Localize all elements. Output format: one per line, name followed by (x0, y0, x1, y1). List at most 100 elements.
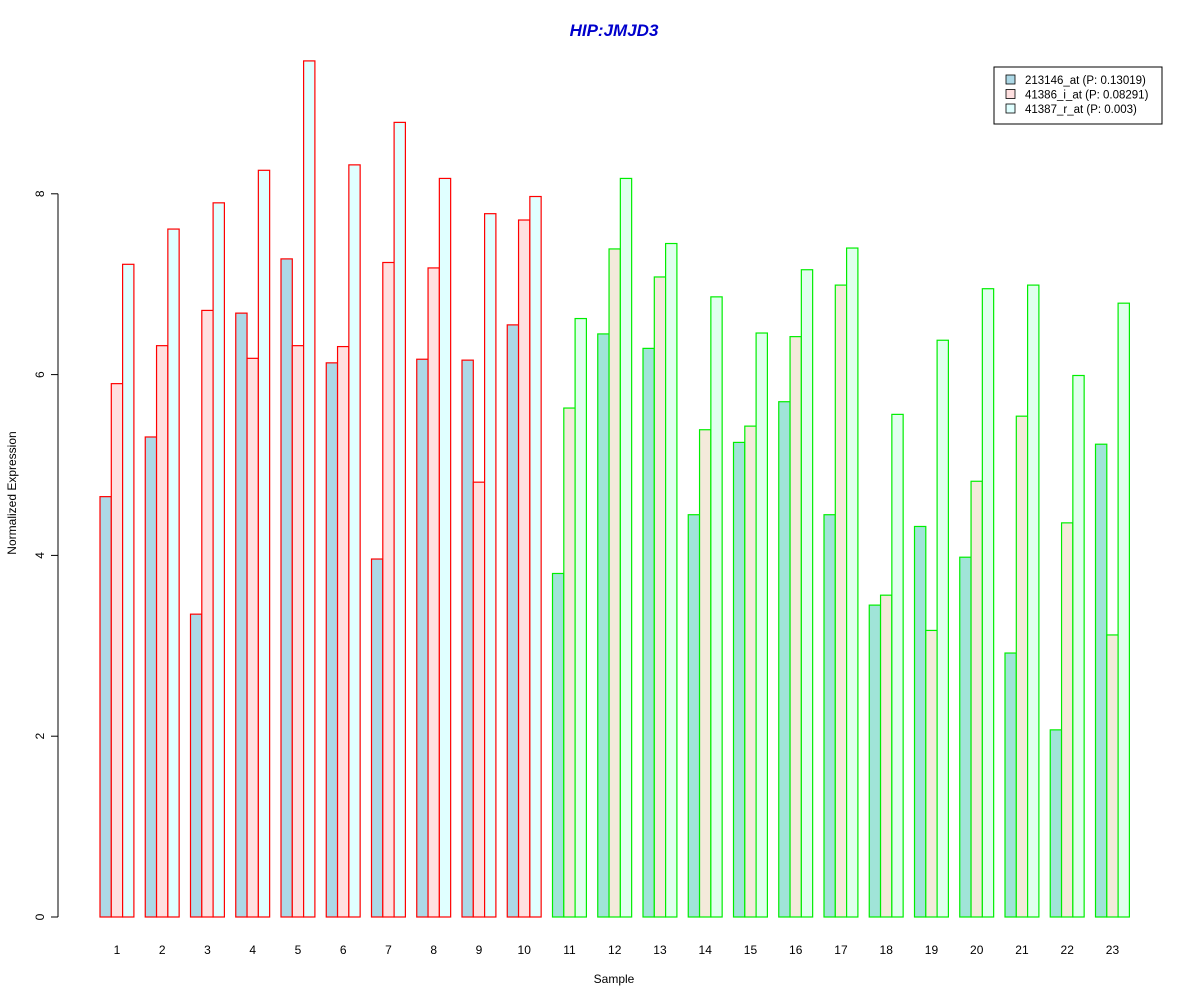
x-tick-label: 19 (925, 943, 939, 957)
x-tick-label: 5 (295, 943, 302, 957)
bar-s2-sample-10 (517, 219, 531, 918)
y-tick-label: 2 (33, 733, 47, 740)
bar-s2-sample-18 (879, 594, 893, 918)
bar-s2-sample-8 (427, 267, 440, 918)
x-tick-label: 18 (880, 943, 894, 957)
legend: 213146_at (P: 0.13019) 41386_i_at (P: 0.0… (993, 66, 1163, 125)
bar-s1-sample-2 (144, 436, 158, 918)
x-tick-label: 8 (430, 943, 437, 957)
bar-s3-sample-23 (1117, 302, 1130, 918)
bar-s2-sample-6 (336, 345, 350, 918)
x-tick-label: 23 (1106, 943, 1120, 957)
bar-s2-sample-23 (1106, 634, 1119, 918)
bar-s1-sample-9 (461, 359, 474, 918)
x-axis: 1 2 3 4 5 6 7 8 9 10 11 12 13 14 15 16 17 18 19 20 21 22 23 (114, 943, 1120, 957)
bar-s2-sample-21 (1015, 415, 1029, 918)
x-axis-title: Sample (594, 972, 635, 986)
bar-s3-sample-14 (710, 296, 723, 918)
bar-s2-sample-1 (110, 383, 124, 918)
bar-s3-sample-19 (936, 339, 949, 918)
bar-s3-sample-3 (212, 202, 226, 918)
legend-swatch (1005, 103, 1016, 114)
bar-s1-sample-7 (370, 558, 384, 918)
bar-s1-sample-13 (642, 347, 655, 918)
bar-s1-sample-22 (1049, 729, 1063, 918)
bar-s1-sample-3 (189, 613, 203, 918)
bar-s3-sample-17 (845, 247, 859, 918)
legend-label: 41387_r_at (P: 0.003) (1025, 104, 1137, 116)
bar-s3-sample-15 (755, 332, 768, 918)
y-tick-label: 8 (33, 190, 47, 197)
bar-s2-sample-4 (246, 357, 259, 918)
x-tick-label: 1 (114, 943, 121, 957)
y-axis-title: Normalized Expression (5, 431, 19, 554)
bar-s3-sample-10 (529, 195, 542, 918)
x-tick-label: 20 (970, 943, 984, 957)
bar-s1-sample-11 (551, 572, 565, 918)
bar-s3-sample-11 (574, 317, 587, 918)
x-tick-label: 6 (340, 943, 347, 957)
bar-s2-sample-11 (563, 407, 576, 918)
bar-s3-sample-18 (891, 413, 904, 918)
bar-s1-sample-17 (823, 514, 836, 918)
bar-s1-sample-5 (280, 258, 293, 918)
bar-s1-sample-10 (506, 324, 520, 918)
bar-s3-sample-9 (484, 213, 497, 918)
x-tick-label: 16 (789, 943, 803, 957)
bar-s2-sample-17 (834, 284, 848, 918)
y-axis: 0 2 4 6 8 (33, 190, 59, 920)
x-tick-label: 17 (834, 943, 848, 957)
bar-s3-sample-16 (800, 269, 814, 918)
x-tick-label: 12 (608, 943, 622, 957)
bar-s2-sample-19 (925, 629, 938, 918)
bar-s2-sample-13 (653, 276, 667, 918)
bar-s3-sample-22 (1072, 374, 1085, 918)
bar-s3-sample-21 (1026, 284, 1040, 918)
bar-s1-sample-23 (1094, 443, 1108, 918)
bar-s1-sample-16 (778, 401, 791, 918)
bar-s2-sample-2 (155, 345, 169, 918)
x-tick-label: 15 (744, 943, 758, 957)
x-tick-label: 11 (563, 943, 576, 957)
y-tick-label: 6 (33, 371, 47, 378)
bar-s3-sample-13 (664, 242, 678, 918)
bar-s1-sample-6 (325, 362, 339, 918)
bar-s2-sample-16 (789, 336, 802, 918)
bar-s1-sample-8 (416, 358, 429, 918)
bar-s3-sample-2 (167, 228, 180, 918)
bar-s1-sample-14 (687, 514, 701, 918)
bar-s1-sample-15 (732, 441, 746, 918)
legend-swatch (1005, 89, 1016, 99)
bar-s3-sample-4 (257, 169, 271, 918)
x-tick-label: 14 (699, 943, 713, 957)
bar-s2-sample-14 (698, 429, 712, 918)
bar-s1-sample-1 (99, 496, 112, 918)
x-tick-label: 4 (249, 943, 256, 957)
bars-layer (99, 60, 1130, 918)
legend-box (993, 66, 1163, 125)
y-tick-label: 0 (33, 913, 47, 920)
bar-s2-sample-5 (291, 345, 305, 918)
bar-s2-sample-7 (382, 261, 395, 918)
legend-swatch (1005, 74, 1016, 85)
legend-label: 213146_at (P: 0.13019) (1025, 75, 1146, 87)
bar-s1-sample-4 (235, 312, 248, 918)
bar-s3-sample-6 (348, 164, 361, 918)
bar-s1-sample-12 (597, 333, 610, 918)
bar-s1-sample-21 (1004, 652, 1017, 918)
legend-label: 41386_i_at (P: 0.08291) (1025, 90, 1149, 102)
bar-s2-sample-3 (201, 309, 214, 918)
chart-title: HIP:JMJD3 (570, 21, 659, 40)
bar-s3-sample-5 (303, 60, 316, 918)
bar-s1-sample-19 (913, 525, 927, 918)
bar-s3-sample-8 (438, 177, 452, 918)
bar-s3-sample-20 (981, 288, 995, 918)
bar-s2-sample-15 (744, 425, 757, 918)
y-tick-label: 4 (33, 552, 47, 559)
x-tick-label: 13 (653, 943, 667, 957)
x-tick-label: 7 (385, 943, 392, 957)
bar-s2-sample-9 (472, 481, 486, 918)
x-tick-label: 3 (204, 943, 211, 957)
